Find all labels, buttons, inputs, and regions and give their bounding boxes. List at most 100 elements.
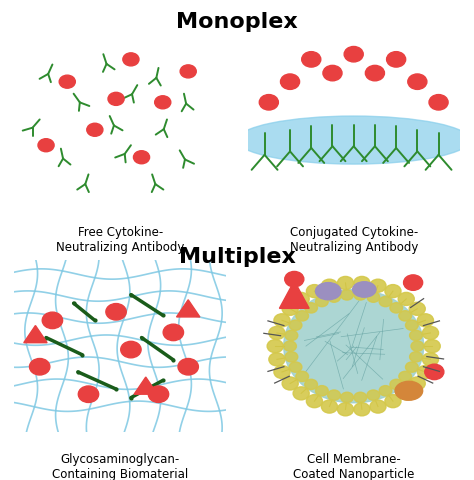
Circle shape	[344, 47, 363, 62]
Circle shape	[354, 403, 370, 416]
Circle shape	[29, 359, 50, 375]
Circle shape	[316, 296, 328, 307]
Circle shape	[390, 303, 402, 313]
Circle shape	[323, 65, 342, 81]
Text: Conjugated Cytokine-
Neutralizing Antibody: Conjugated Cytokine- Neutralizing Antibo…	[290, 226, 418, 254]
Circle shape	[267, 340, 283, 353]
Circle shape	[398, 292, 414, 305]
Circle shape	[283, 289, 424, 403]
Circle shape	[285, 352, 298, 362]
Circle shape	[321, 279, 337, 292]
Circle shape	[429, 95, 448, 110]
Text: Multiplex: Multiplex	[179, 247, 295, 267]
Circle shape	[385, 285, 401, 298]
Polygon shape	[176, 300, 200, 317]
Circle shape	[259, 95, 278, 110]
Circle shape	[285, 271, 304, 287]
Circle shape	[180, 65, 196, 78]
Circle shape	[410, 352, 422, 362]
Circle shape	[424, 340, 440, 353]
Circle shape	[282, 302, 298, 315]
Circle shape	[379, 296, 392, 307]
Circle shape	[399, 311, 411, 321]
Circle shape	[379, 385, 392, 396]
Circle shape	[269, 326, 285, 339]
Text: Free Cytokine-
Neutralizing Antibody: Free Cytokine- Neutralizing Antibody	[56, 226, 184, 254]
Circle shape	[302, 52, 321, 67]
Circle shape	[108, 92, 124, 106]
Circle shape	[274, 365, 290, 379]
Circle shape	[417, 365, 434, 379]
Circle shape	[305, 303, 318, 313]
Text: Cell Membrane-
Coated Nanoparticle: Cell Membrane- Coated Nanoparticle	[293, 453, 414, 480]
Circle shape	[409, 302, 425, 315]
Circle shape	[354, 290, 367, 300]
Circle shape	[78, 386, 99, 402]
Circle shape	[148, 386, 169, 402]
Circle shape	[354, 392, 367, 403]
Ellipse shape	[395, 381, 423, 400]
Circle shape	[365, 65, 384, 81]
Circle shape	[354, 276, 370, 289]
Circle shape	[422, 326, 438, 339]
Circle shape	[134, 151, 150, 164]
Circle shape	[59, 75, 75, 88]
Circle shape	[417, 314, 434, 327]
Polygon shape	[24, 325, 47, 343]
Circle shape	[328, 292, 340, 302]
Circle shape	[306, 395, 322, 408]
Circle shape	[274, 314, 290, 327]
Circle shape	[337, 403, 354, 416]
Circle shape	[281, 74, 300, 89]
Circle shape	[398, 387, 414, 400]
Circle shape	[370, 400, 386, 413]
Polygon shape	[280, 281, 309, 308]
Ellipse shape	[316, 283, 341, 300]
Circle shape	[410, 330, 422, 341]
Circle shape	[321, 400, 337, 413]
Circle shape	[403, 275, 423, 290]
Circle shape	[296, 311, 309, 321]
Circle shape	[337, 276, 354, 289]
Circle shape	[121, 341, 141, 358]
Polygon shape	[134, 377, 157, 394]
Circle shape	[42, 312, 63, 329]
Circle shape	[293, 387, 309, 400]
Circle shape	[341, 290, 354, 300]
Text: Monoplex: Monoplex	[176, 12, 298, 32]
Circle shape	[289, 362, 302, 372]
Circle shape	[408, 74, 427, 89]
Circle shape	[390, 379, 402, 390]
Ellipse shape	[237, 116, 470, 164]
Circle shape	[178, 359, 199, 375]
Circle shape	[385, 395, 401, 408]
Circle shape	[305, 379, 318, 390]
Circle shape	[285, 330, 298, 341]
Ellipse shape	[353, 282, 376, 297]
Circle shape	[422, 353, 438, 366]
Circle shape	[399, 371, 411, 382]
Circle shape	[106, 303, 126, 320]
Circle shape	[367, 292, 380, 302]
Circle shape	[425, 364, 444, 380]
Circle shape	[289, 320, 302, 330]
Circle shape	[387, 52, 406, 67]
Circle shape	[316, 385, 328, 396]
Circle shape	[328, 390, 340, 400]
Circle shape	[282, 377, 298, 390]
Circle shape	[283, 341, 296, 351]
Circle shape	[405, 320, 418, 330]
Circle shape	[296, 371, 309, 382]
Circle shape	[411, 341, 424, 351]
Circle shape	[405, 362, 418, 372]
Circle shape	[38, 139, 54, 152]
Circle shape	[367, 390, 380, 400]
Circle shape	[341, 392, 354, 403]
Circle shape	[87, 123, 103, 136]
Circle shape	[123, 53, 139, 66]
Circle shape	[306, 285, 322, 298]
Circle shape	[409, 377, 425, 390]
Circle shape	[293, 292, 309, 305]
Circle shape	[163, 324, 183, 341]
Circle shape	[370, 279, 386, 292]
